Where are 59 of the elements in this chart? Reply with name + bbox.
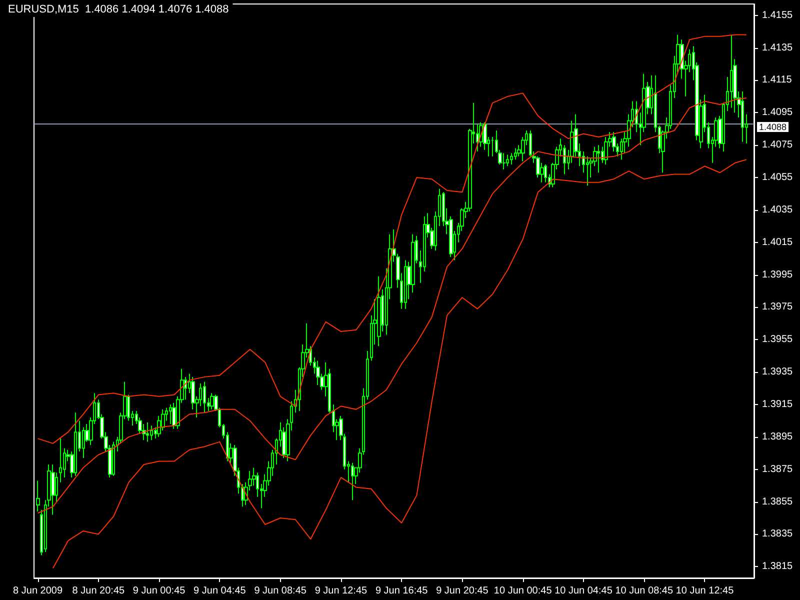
y-tick-label: 1.4055 <box>762 172 794 183</box>
y-tick-label: 1.4135 <box>762 42 794 54</box>
candlestick <box>36 480 40 512</box>
x-tick-label: 8 Jun 2009 <box>13 586 63 596</box>
y-tick-label: 1.3935 <box>762 366 794 378</box>
candlestick <box>351 462 354 501</box>
y-tick-label: 1.4155 <box>762 10 794 21</box>
candlestick <box>146 422 149 442</box>
y-tick-label: 1.4035 <box>762 204 794 216</box>
y-tick-label: 1.3815 <box>762 561 794 572</box>
y-tick-label: 1.3995 <box>762 269 794 280</box>
candlestick <box>597 144 600 174</box>
y-tick-label: 1.4095 <box>762 107 794 118</box>
y-tick-label: 1.4015 <box>762 236 794 248</box>
candlestick <box>514 148 517 160</box>
line-series <box>52 159 747 569</box>
candlestick <box>112 441 115 476</box>
candlestick <box>150 425 153 441</box>
candlestick <box>210 392 214 410</box>
chart-title: EURUSD,M15 1.4086 1.4094 1.4076 1.4088 <box>8 4 229 16</box>
candlestick <box>59 438 62 483</box>
candlestick <box>502 152 506 170</box>
x-tick-label: 9 Jun 20:45 <box>436 586 489 596</box>
candlestick <box>203 381 206 414</box>
x-tick-label: 10 Jun 08:45 <box>615 586 674 596</box>
candlestick <box>544 164 547 183</box>
candlestick <box>506 154 509 167</box>
x-tick-label: 9 Jun 16:45 <box>375 586 428 596</box>
ref-line-label: 1.4088 <box>759 122 787 132</box>
x-tick-label: 10 Jun 12:45 <box>676 586 734 596</box>
x-tick-label: 9 Jun 04:45 <box>194 586 246 596</box>
y-tick-label: 1.4075 <box>762 140 794 151</box>
candlestick <box>741 91 744 142</box>
line-series <box>37 98 747 514</box>
candlestick <box>316 360 320 386</box>
candlestick <box>74 412 77 476</box>
x-tick-label: 9 Jun 12:45 <box>314 586 368 596</box>
y-tick-label: 1.3835 <box>762 528 794 540</box>
x-tick-label: 8 Jun 20:45 <box>72 586 125 596</box>
candlestick <box>604 136 608 166</box>
x-tick-label: 9 Jun 08:45 <box>254 586 307 596</box>
candlestick <box>404 260 407 310</box>
line-series <box>37 34 747 444</box>
y-tick-label: 1.3895 <box>762 431 794 442</box>
candlestick <box>730 34 733 108</box>
x-tick-label: 9 Jun 00:45 <box>132 586 186 596</box>
candlestick <box>612 132 616 152</box>
candlestick <box>510 152 513 166</box>
x-tick-label: 10 Jun 00:45 <box>494 586 552 596</box>
candlestick <box>586 156 589 186</box>
y-tick-label: 1.3855 <box>762 496 794 508</box>
y-tick-label: 1.3955 <box>762 334 794 346</box>
y-tick-label: 1.3875 <box>762 464 794 475</box>
candlestick <box>51 464 55 516</box>
candlestick <box>377 276 381 347</box>
y-tick-label: 1.4115 <box>762 74 792 86</box>
y-tick-label: 1.3915 <box>762 399 794 410</box>
x-tick-label: 10 Jun 04:45 <box>554 586 613 596</box>
y-tick-label: 1.3975 <box>762 302 794 313</box>
